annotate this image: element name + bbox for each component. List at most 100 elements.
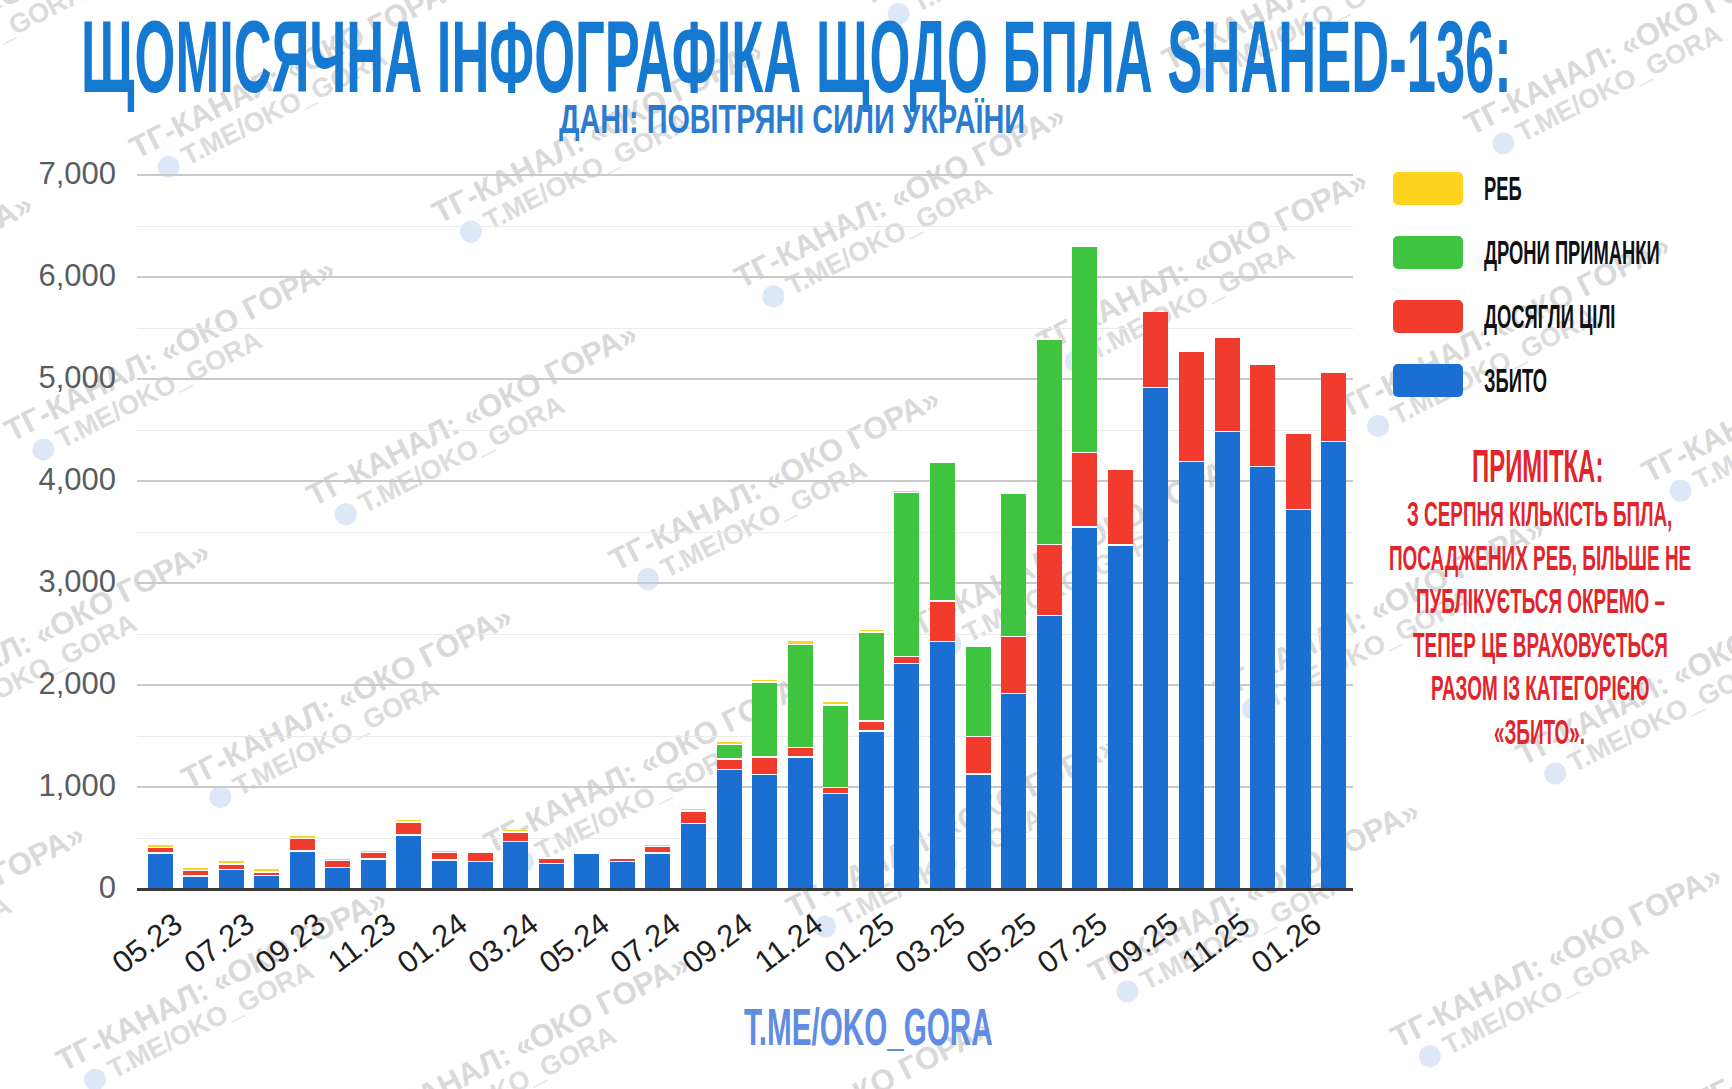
- legend-item-drony-prymanky: ДРОНИ ПРИМАНКИ: [1393, 236, 1732, 269]
- bar-segment-divider: [503, 841, 528, 843]
- infographic-page: ТГ-КАНАЛ: «ОКО ГОРА»T.ME/OKO_GORAТГ-КАНА…: [0, 0, 1732, 1089]
- y-axis-label: 4,000: [0, 463, 116, 497]
- bar-segment-dosiahly-tsili-10.24: [752, 758, 777, 775]
- watermark-eye-icon: [331, 500, 361, 530]
- bar-segment-divider: [1286, 509, 1311, 511]
- gridline-major: [137, 786, 1353, 788]
- bar-segment-divider: [645, 852, 670, 854]
- watermark-line1: ТГ-КАНАЛ: «ОКО ГОРА»: [177, 600, 517, 795]
- bar-segment-zbyto-11.23: [361, 860, 386, 889]
- bar-segment-divider: [396, 834, 421, 836]
- note-heading: ПРИМІТКА:: [1348, 440, 1732, 492]
- legend-item-zbyto: ЗБИТО: [1393, 364, 1601, 397]
- note-line: З СЕРПНЯ КІЛЬКІСТЬ БПЛА,: [1348, 492, 1732, 536]
- bar-segment-zbyto-01.26: [1286, 510, 1311, 889]
- legend-label-dosiahly-tsili: ДОСЯГЛИ ЦІЛІ: [1484, 297, 1615, 336]
- note-line: ПОСАДЖЕНИХ РЕБ, БІЛЬШЕ НЕ: [1348, 536, 1732, 580]
- bar-segment-divider: [468, 861, 493, 863]
- bar-segment-divider: [610, 861, 635, 863]
- legend-swatch-dosiahly-tsili: [1393, 300, 1463, 333]
- bar-segment-dosiahly-tsili-07.25: [1072, 453, 1097, 527]
- bar-segment-zbyto-11.25: [1215, 432, 1240, 889]
- bar-segment-zbyto-08.25: [1108, 546, 1133, 889]
- bar-segment-divider: [148, 852, 173, 854]
- bar-segment-divider: [183, 870, 208, 872]
- bar-segment-dosiahly-tsili-02.26: [1321, 373, 1346, 442]
- legend-label-zbyto: ЗБИТО: [1484, 361, 1547, 400]
- bar-segment-divider: [254, 875, 279, 877]
- gridline-major: [137, 582, 1353, 584]
- bar-segment-divider: [1072, 526, 1097, 528]
- bar-segment-drony-prymanky-06.25: [1037, 340, 1062, 546]
- bar-segment-divider: [1250, 466, 1275, 468]
- bar-segment-zbyto-06.24: [610, 862, 635, 889]
- watermark-eye-icon: [80, 1065, 110, 1089]
- gridline-major: [137, 684, 1353, 686]
- bar-segment-zbyto-02.24: [468, 862, 493, 889]
- footer-link[interactable]: T.ME/OKO_GORA: [744, 1000, 993, 1054]
- bar-segment-divider: [966, 773, 991, 775]
- bar-segment-drony-prymanky-03.25: [930, 463, 955, 602]
- bar-segment-zbyto-09.23: [290, 852, 315, 889]
- bar-segment-dosiahly-tsili-12.25: [1250, 365, 1275, 467]
- bar-segment-divider: [859, 730, 884, 732]
- watermark-eye-icon: [759, 282, 789, 312]
- bar-segment-drony-prymanky-01.25: [859, 633, 884, 722]
- watermark-line2: T.ME/OKO_GORA: [317, 346, 656, 537]
- bar-segment-divider: [1215, 431, 1240, 433]
- bar-segment-divider: [894, 656, 919, 658]
- watermark-eye-icon: [633, 564, 663, 594]
- y-axis-label: 5,000: [0, 361, 116, 395]
- bar-segment-divider: [503, 831, 528, 833]
- legend-label-reb: РЕБ: [1484, 169, 1522, 208]
- watermark-line1: ТГ-КАНАЛ: «ОКО ГОРА»: [302, 318, 642, 513]
- bar-segment-divider: [1001, 492, 1026, 494]
- bar-segment-zbyto-07.25: [1072, 528, 1097, 889]
- bar-segment-divider: [290, 838, 315, 840]
- watermark-text: ТГ-КАНАЛ: «ОКО ГОРА»T.ME/OKO_GORA: [959, 1077, 1312, 1089]
- watermark-eye-icon: [154, 152, 184, 182]
- bar-segment-divider: [823, 787, 848, 789]
- watermark-line2: T.ME/OKO_GORA: [1401, 888, 1732, 1079]
- bar-segment-divider: [966, 646, 991, 648]
- bar-segment-dosiahly-tsili-11.25: [1215, 338, 1240, 432]
- bar-segment-divider: [681, 810, 706, 812]
- bar-segment-divider: [717, 769, 742, 771]
- bar-segment-dosiahly-tsili-01.26: [1286, 434, 1311, 510]
- bar-segment-divider: [148, 847, 173, 849]
- bar-segment-divider: [1037, 615, 1062, 617]
- watermark-line2: T.ME/OKO_GORA: [1349, 258, 1688, 449]
- bar-segment-dosiahly-tsili-10.25: [1179, 352, 1204, 462]
- bar-segment-dosiahly-tsili-09.25: [1143, 312, 1168, 388]
- bar-segment-divider: [361, 852, 386, 854]
- bar-segment-divider: [966, 736, 991, 738]
- chart-subtitle: ДАНІ: ПОВІТРЯНІ СИЛИ УКРАЇНИ: [559, 96, 1025, 142]
- bar-segment-zbyto-07.24: [645, 854, 670, 889]
- bar-segment-divider: [1037, 338, 1062, 340]
- bar-segment-divider: [823, 704, 848, 706]
- bar-segment-drony-prymanky-12.24: [823, 706, 848, 788]
- watermark-line2: T.ME/OKO_GORA: [191, 629, 530, 820]
- bar-segment-divider: [254, 871, 279, 873]
- watermark-line1: ТГ-КАНАЛ: «ОКО ГОРА»: [1386, 860, 1726, 1055]
- bar-segment-divider: [788, 644, 813, 646]
- bar-segment-dosiahly-tsili-03.25: [930, 602, 955, 642]
- bar-segment-divider: [752, 756, 777, 758]
- gridline-minor: [137, 634, 1353, 635]
- gridline-minor: [137, 328, 1353, 329]
- bar-segment-divider: [1108, 544, 1133, 546]
- bar-segment-zbyto-10.25: [1179, 462, 1204, 889]
- bar-segment-zbyto-04.24: [539, 864, 564, 889]
- bar-segment-divider: [1072, 246, 1097, 248]
- bar-segment-drony-prymanky-05.25: [1001, 494, 1026, 637]
- bar-segment-zbyto-01.24: [432, 861, 457, 889]
- bar-segment-drony-prymanky-04.25: [966, 647, 991, 737]
- bar-segment-dosiahly-tsili-08.25: [1108, 470, 1133, 545]
- bar-segment-divider: [752, 774, 777, 776]
- bar-segment-divider: [1001, 693, 1026, 695]
- bar-segment-zbyto-03.25: [930, 642, 955, 889]
- bar-segment-drony-prymanky-07.25: [1072, 247, 1097, 453]
- note-body: З СЕРПНЯ КІЛЬКІСТЬ БПЛА,ПОСАДЖЕНИХ РЕБ, …: [1348, 492, 1732, 753]
- bar-segment-divider: [930, 461, 955, 463]
- legend-label-drony-prymanky: ДРОНИ ПРИМАНКИ: [1484, 233, 1660, 272]
